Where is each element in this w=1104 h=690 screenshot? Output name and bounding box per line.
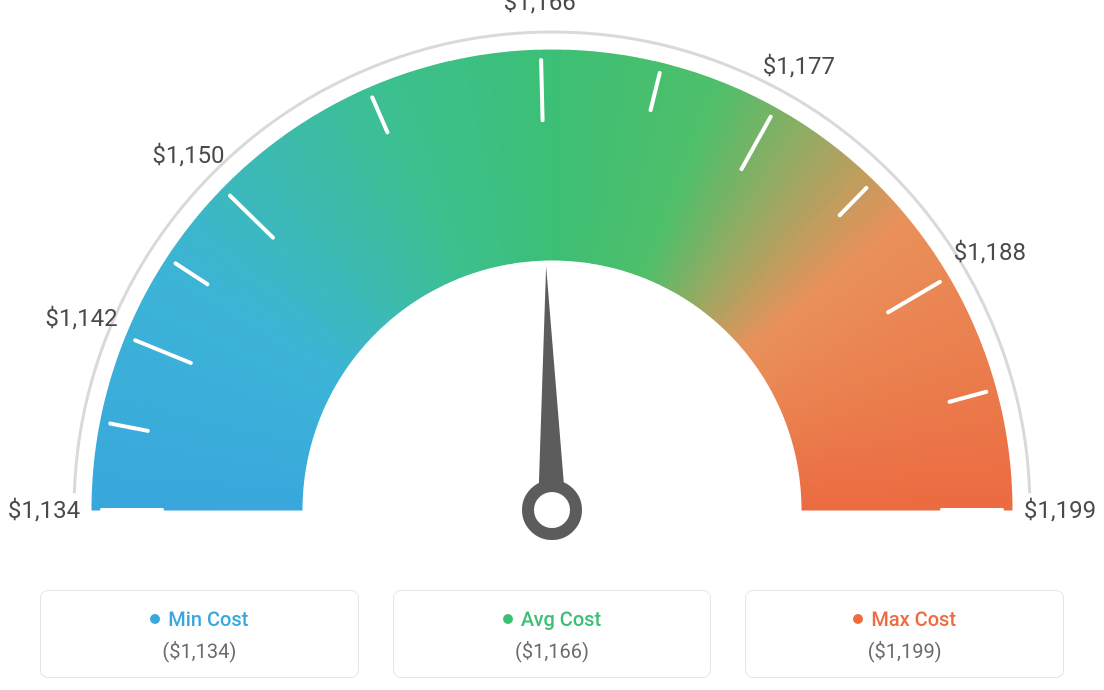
gauge-tick-label: $1,150	[152, 141, 224, 169]
legend-value: ($1,199)	[746, 639, 1063, 663]
gauge-tick-label: $1,166	[504, 0, 576, 16]
legend-value: ($1,134)	[41, 639, 358, 663]
legend-card-max: Max Cost ($1,199)	[745, 590, 1064, 678]
legend-row: Min Cost ($1,134) Avg Cost ($1,166) Max …	[0, 590, 1104, 678]
legend-label: Max Cost	[871, 607, 956, 631]
gauge-tick-label: $1,134	[8, 496, 80, 524]
gauge-chart: $1,134 $1,142 $1,150 $1,166 $1,177 $1,188 $1,1…	[0, 0, 1104, 560]
legend-title-avg: Avg Cost	[503, 607, 601, 631]
gauge-tick-label: $1,142	[45, 304, 117, 332]
gauge-tick-label: $1,177	[763, 52, 835, 80]
gauge-tick-label: $1,199	[1024, 496, 1096, 524]
legend-label: Avg Cost	[521, 607, 601, 631]
legend-value: ($1,166)	[394, 639, 711, 663]
dot-icon	[150, 614, 160, 624]
legend-label: Min Cost	[168, 607, 248, 631]
gauge-svg	[0, 0, 1104, 560]
legend-card-avg: Avg Cost ($1,166)	[393, 590, 712, 678]
dot-icon	[853, 614, 863, 624]
legend-title-max: Max Cost	[853, 607, 956, 631]
legend-title-min: Min Cost	[150, 607, 248, 631]
legend-card-min: Min Cost ($1,134)	[40, 590, 359, 678]
gauge-tick-label: $1,188	[954, 238, 1026, 266]
dot-icon	[503, 614, 513, 624]
